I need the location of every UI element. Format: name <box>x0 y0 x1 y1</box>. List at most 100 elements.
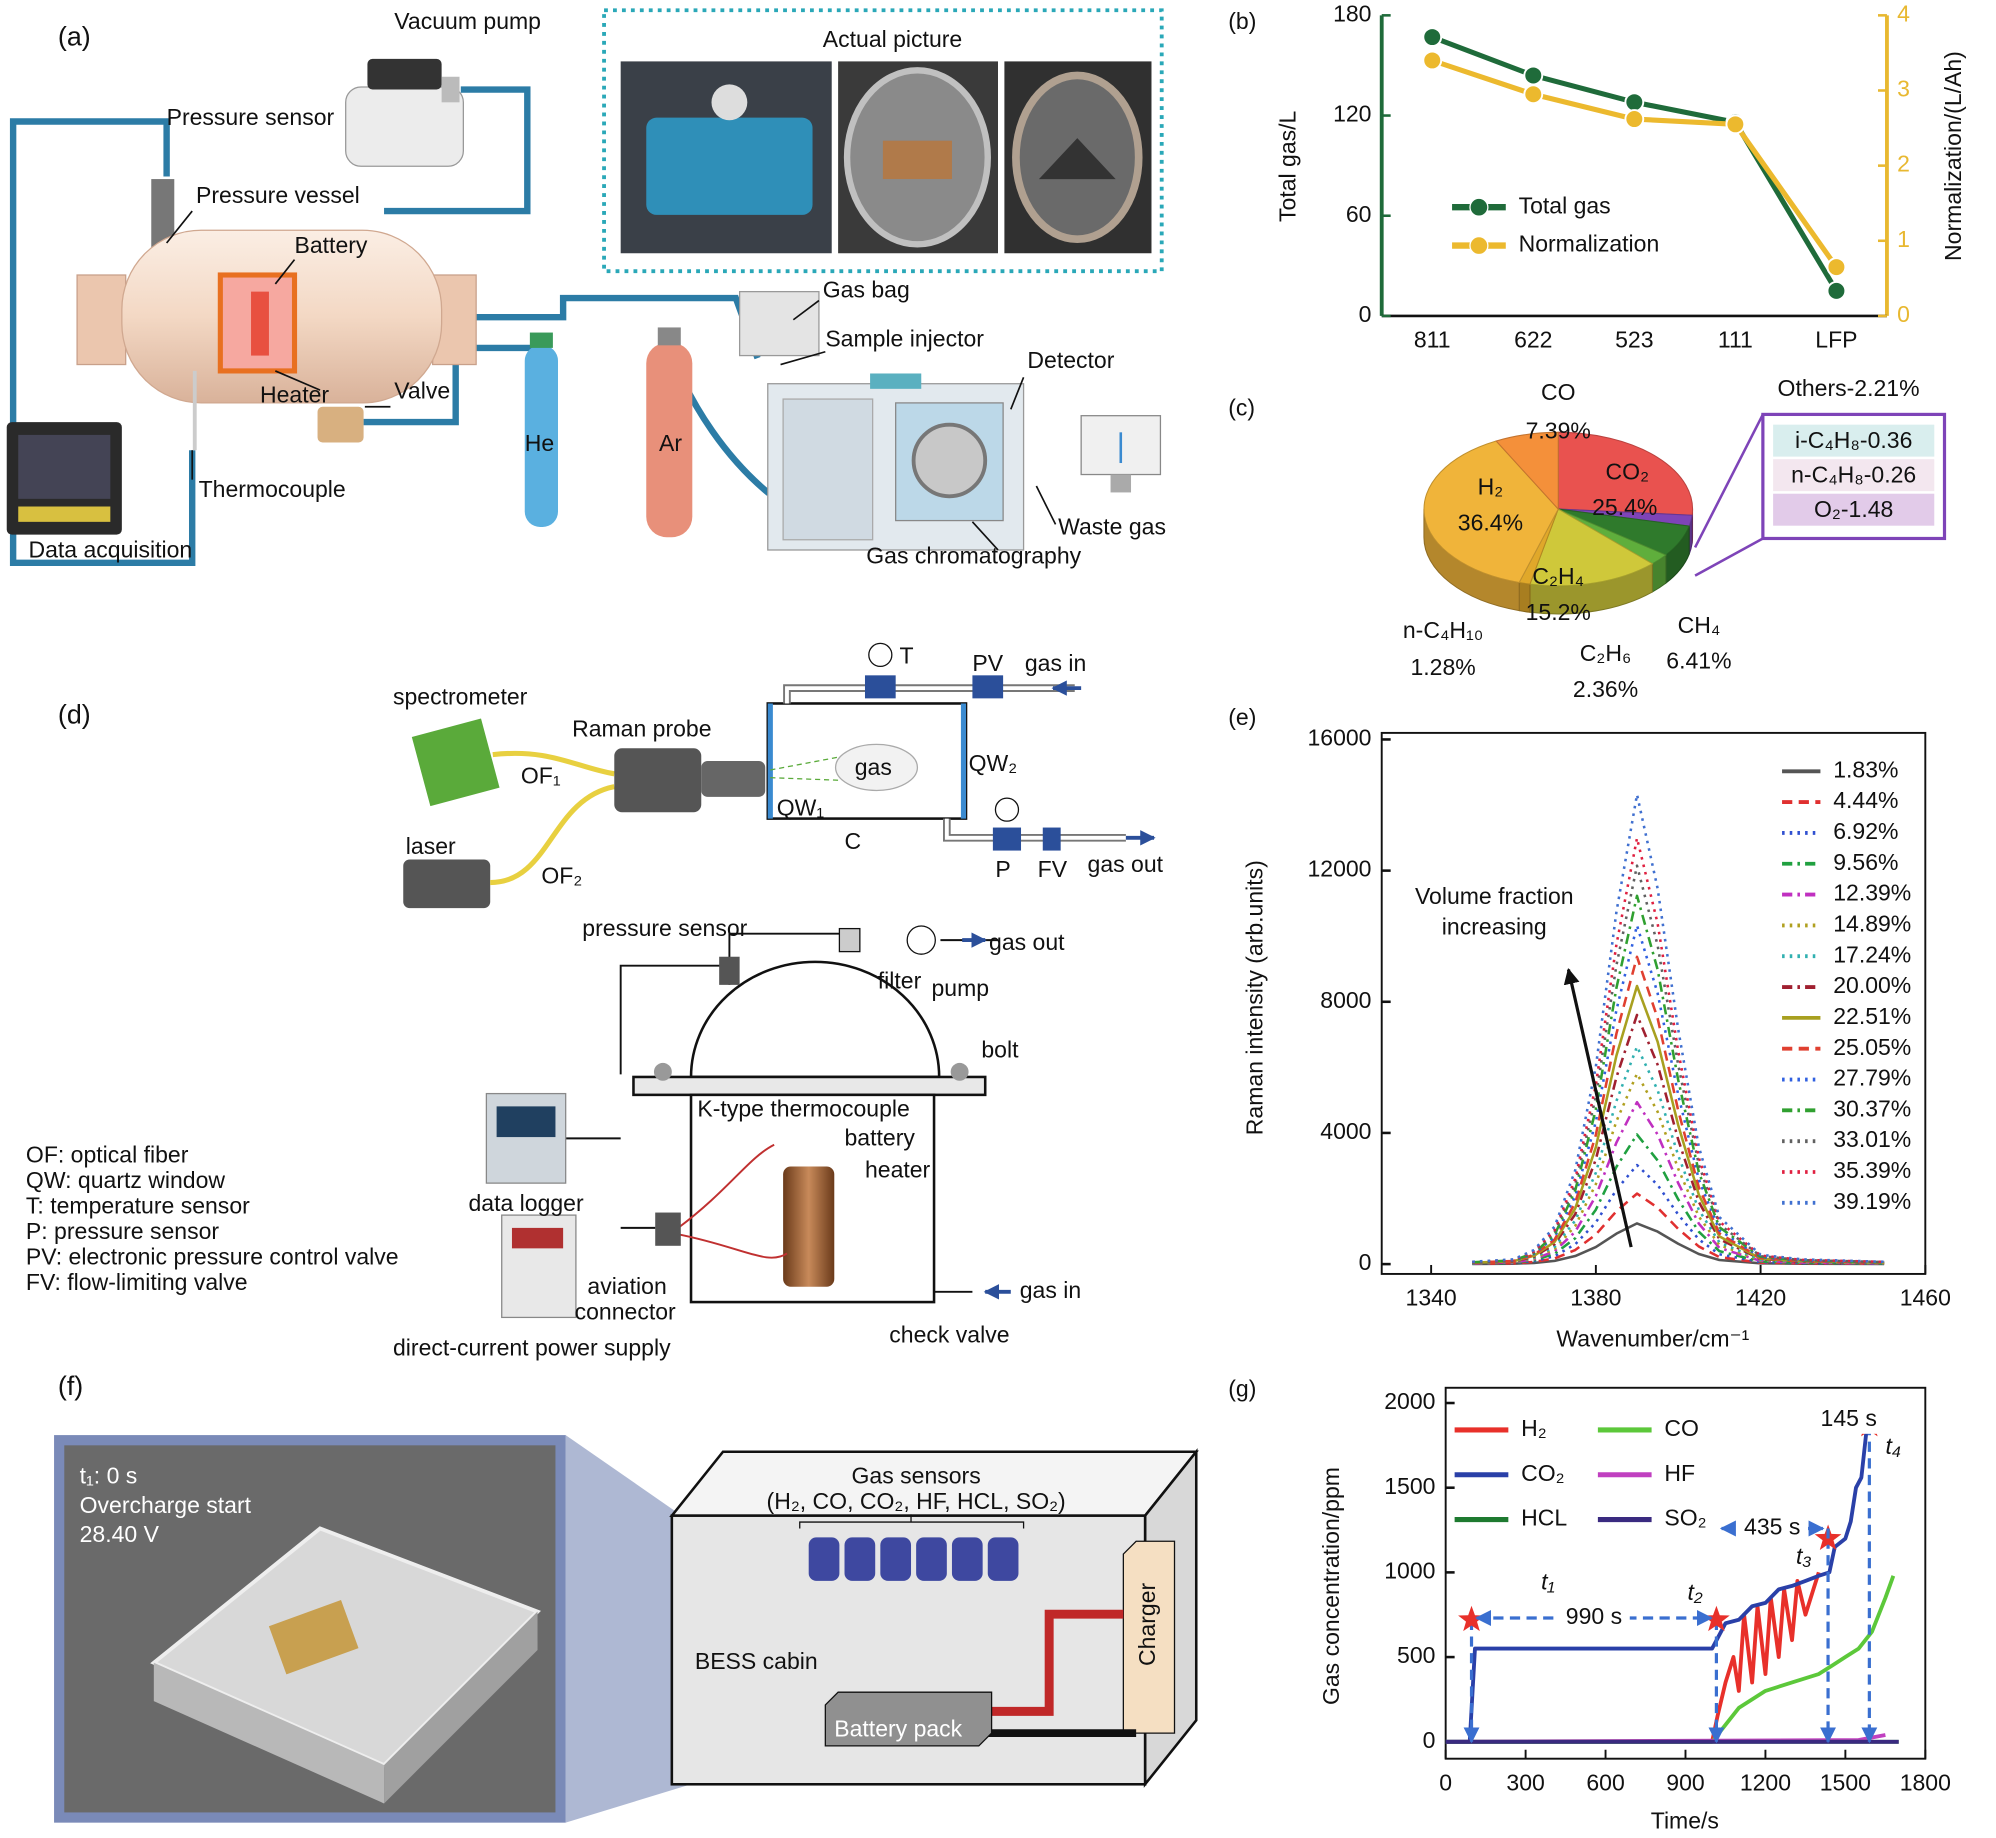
spectrometer <box>411 718 500 807</box>
slice-name: CH₄ <box>1678 612 1721 638</box>
breakdown-row <box>1773 493 1935 526</box>
pie-slice <box>1423 440 1559 584</box>
slice-value: 2.36% <box>1573 676 1638 702</box>
label: Battery <box>295 232 368 258</box>
legend-label: 27.79% <box>1833 1065 1911 1091</box>
label: gas in <box>1025 650 1086 676</box>
label: Ar <box>659 430 682 456</box>
interval-label: 145 s <box>1821 1405 1877 1431</box>
x-tick-label: 622 <box>1514 327 1552 353</box>
label: Gas chromatography <box>866 543 1081 569</box>
actual-picture <box>602 8 1164 274</box>
plot-frame <box>1444 1386 1927 1760</box>
label: Thermocouple <box>199 476 346 502</box>
label: He <box>525 430 554 456</box>
legend-label: 22.51% <box>1833 1003 1911 1029</box>
gas-cell <box>766 642 1156 851</box>
legend-label: CO <box>1664 1415 1699 1441</box>
panel-label: (f) <box>58 1371 83 1401</box>
label: OF₁ <box>521 763 561 789</box>
fibers <box>490 750 615 886</box>
x-tick-label: 1460 <box>1900 1285 1951 1311</box>
legend-line: PV: electronic pressure control valve <box>26 1244 399 1270</box>
power-supply <box>501 1214 577 1319</box>
legend-label: 33.01% <box>1833 1126 1911 1152</box>
breakdown-label: n-C₄H₈-0.26 <box>1791 462 1916 488</box>
breakdown-connector <box>1693 413 1765 577</box>
panel-a: (a) Vacuum pump Pressure senso <box>6 8 1166 569</box>
panel-label: (c) <box>1228 394 1255 420</box>
legend-label: HF <box>1664 1460 1695 1486</box>
panel-label: (e) <box>1228 704 1256 730</box>
x-tick-label: 1380 <box>1570 1285 1621 1311</box>
label: data logger <box>468 1190 584 1216</box>
label: 28.40 V <box>80 1521 160 1547</box>
panel-label: (d) <box>58 699 91 729</box>
label: check valve <box>889 1322 1009 1348</box>
series-line <box>1472 836 1885 1264</box>
pie-slice <box>1495 431 1559 511</box>
interval-label: 435 s <box>1744 1514 1800 1540</box>
chart: (e) 0 4000 8000 12000 16000 1340 1380 1420 1460 1.… <box>1228 704 1951 1352</box>
legend-label: HCL <box>1521 1505 1567 1531</box>
bess-cabin <box>669 1448 1199 1788</box>
vacuum-pump <box>345 58 464 167</box>
point <box>1624 92 1645 113</box>
pie-slice <box>1529 508 1654 587</box>
y-axis-label: Raman intensity (arb.units) <box>1241 860 1267 1135</box>
point <box>1523 65 1544 86</box>
label: OF₂ <box>541 863 582 889</box>
laser <box>403 859 491 909</box>
y-tick-label: 120 <box>1333 101 1371 127</box>
panel-label: (b) <box>1228 8 1256 34</box>
panel-label: (g) <box>1228 1375 1256 1401</box>
x-tick-label: 811 <box>1414 327 1451 353</box>
label: T <box>900 643 914 669</box>
label: Heater <box>260 382 329 408</box>
legend-label: 39.19% <box>1833 1188 1911 1214</box>
label: QW₁ <box>777 795 825 821</box>
label: spectrometer <box>393 683 528 709</box>
series-line <box>1472 1192 1885 1265</box>
gas-chromatograph <box>767 373 1025 551</box>
y-tick-label: 12000 <box>1307 856 1371 882</box>
label: Gas sensors <box>852 1462 981 1488</box>
event-label: t₁ <box>1541 1569 1555 1595</box>
y-tick-label: 0 <box>1423 1727 1436 1753</box>
x-tick-label: 523 <box>1615 327 1653 353</box>
panel-f: (f) t₁: 0 s Overcharge start 28.40 V Gas… <box>54 1371 1199 1823</box>
slice-value: 1.28% <box>1410 654 1475 680</box>
series-line <box>1472 1222 1885 1266</box>
interval-label-bg <box>1812 1405 1885 1434</box>
slice-value: 36.4% <box>1458 509 1523 535</box>
x-tick-label: 1340 <box>1406 1285 1457 1311</box>
legend-label: 17.24% <box>1833 941 1911 967</box>
label: Pressure sensor <box>167 104 335 130</box>
series-line <box>1472 955 1885 1264</box>
point <box>1422 50 1443 71</box>
breakdown-label: i-C₄H₈-0.36 <box>1795 427 1912 453</box>
slice-value: 7.39% <box>1526 417 1591 443</box>
legend-label: 9.56% <box>1833 849 1898 875</box>
chart: (b) 0 60 120 180 0 1 2 3 4 811 622 523 111 LFP Total ga… <box>1228 0 1966 352</box>
annotation: increasing <box>1442 914 1547 940</box>
zoom-projection <box>565 1435 692 1823</box>
label: gas <box>855 754 892 780</box>
label: laser <box>406 833 456 859</box>
legend-label: 25.05% <box>1833 1034 1911 1060</box>
label: connector <box>575 1299 676 1325</box>
series-line <box>1472 864 1885 1264</box>
y2-tick-label: 1 <box>1897 226 1910 252</box>
legend-label: 1.83% <box>1833 756 1898 782</box>
point <box>1826 257 1847 277</box>
chart: (c) CO₂ 25.4% Others-2.21% CH₄ 6.41% C₂H₆ 2.36%… <box>1228 375 1947 702</box>
label: aviation <box>587 1273 666 1299</box>
x-axis-label: Time/s <box>1651 1808 1719 1834</box>
valve <box>317 406 364 443</box>
label: Vacuum pump <box>394 8 541 34</box>
y-tick-label: 0 <box>1359 1249 1372 1275</box>
series-line <box>1472 1013 1885 1265</box>
label: C <box>845 828 862 854</box>
series-line <box>1445 1428 1869 1744</box>
legend-label: 4.44% <box>1833 787 1898 813</box>
